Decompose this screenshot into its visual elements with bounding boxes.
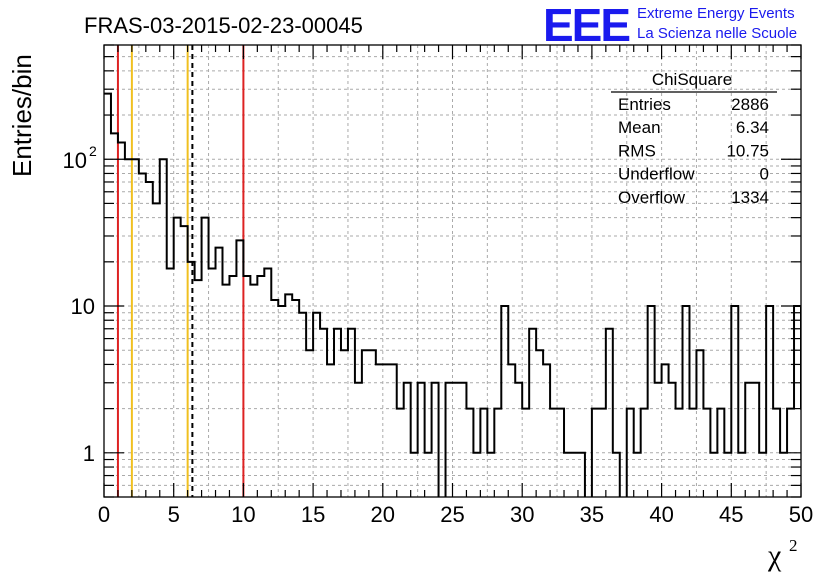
stats-title: ChiSquare (652, 70, 732, 89)
stats-value: 2886 (731, 95, 769, 114)
x-axis-label-sup: 2 (789, 536, 798, 555)
x-tick-label: 45 (719, 502, 743, 527)
x-tick-label: 0 (98, 502, 110, 527)
x-axis-label-main: χ (767, 539, 782, 572)
reference-lines (116, 45, 245, 497)
stats-label: Overflow (618, 188, 686, 207)
y-tick-label-exp: 2 (89, 143, 97, 159)
stats-label: Mean (618, 118, 661, 137)
stats-value: 0 (760, 165, 769, 184)
x-tick-label: 30 (510, 502, 534, 527)
y-axis-label: Entries/bin (7, 54, 37, 177)
x-tick-labels: 0 5 10 15 20 25 30 35 40 45 50 (98, 502, 813, 527)
x-tick-label: 5 (168, 502, 180, 527)
eee-logo: EEE Extreme Energy Events La Scienza nel… (543, 0, 797, 51)
y-tick-label: 10 (63, 148, 87, 173)
stats-value: 1334 (731, 188, 769, 207)
logo-line2: La Scienza nelle Scuole (637, 25, 797, 42)
stats-label: Entries (618, 95, 671, 114)
x-tick-label: 10 (231, 502, 255, 527)
stats-box: ChiSquare Entries 2886 Mean 6.34 RMS 10.75 Und… (611, 70, 777, 207)
x-tick-label: 50 (789, 502, 813, 527)
x-tick-label: 40 (649, 502, 673, 527)
logo-mark: EEE (543, 0, 629, 51)
axis-ticks (103, 44, 802, 498)
stats-value: 6.34 (736, 118, 769, 137)
stats-value: 10.75 (726, 141, 769, 160)
x-tick-label: 15 (301, 502, 325, 527)
x-tick-label: 25 (440, 502, 464, 527)
logo-line1: Extreme Energy Events (637, 5, 795, 22)
x-tick-label: 35 (580, 502, 604, 527)
y-tick-label: 10 (71, 294, 95, 319)
stats-label: Underflow (618, 165, 695, 184)
chart-title: FRAS-03-2015-02-23-00045 (84, 13, 363, 38)
stats-label: RMS (618, 141, 656, 160)
x-tick-label: 20 (371, 502, 395, 527)
x-axis-label: χ 2 (767, 536, 798, 572)
histogram-series (104, 92, 801, 497)
y-tick-label: 1 (83, 441, 95, 466)
grid-lines (104, 45, 801, 497)
